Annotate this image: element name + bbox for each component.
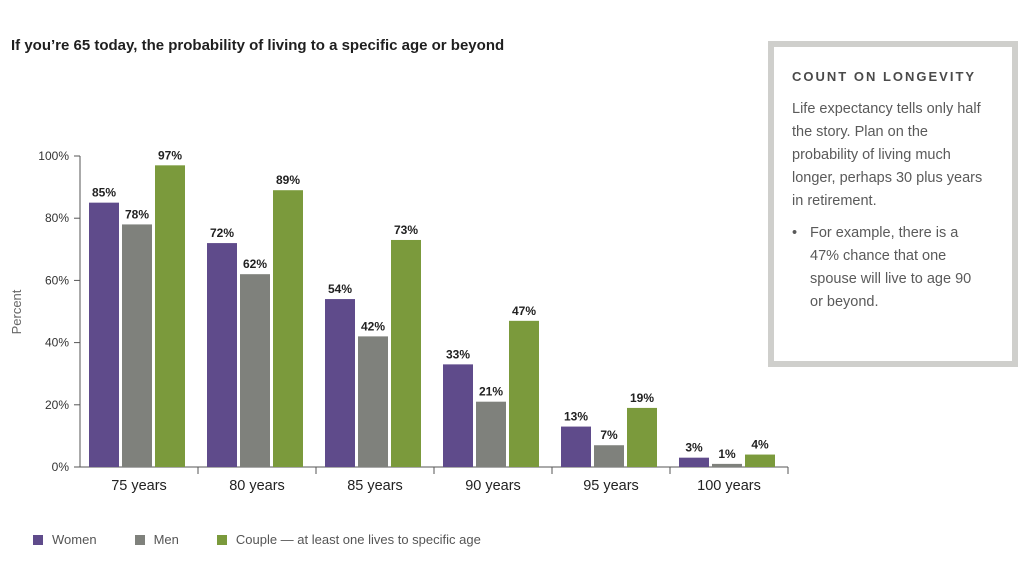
x-tick-label: 95 years — [583, 478, 639, 494]
bar — [122, 224, 152, 467]
y-axis-title: Percent — [9, 289, 24, 334]
bar — [325, 299, 355, 467]
bar — [627, 407, 657, 467]
legend-label-women: Women — [52, 532, 97, 547]
legend-item-men: Men — [134, 532, 179, 547]
bar-chart: 0% 20% 40% 60% 80% 100% Percent 85% 78% 97% 75 yea… — [9, 148, 789, 494]
data-label: 7% — [600, 428, 618, 442]
data-label: 4% — [751, 438, 769, 452]
legend-item-women: Women — [33, 532, 97, 547]
data-label: 13% — [564, 410, 588, 424]
y-tick-label: 60% — [45, 273, 69, 287]
data-label: 54% — [328, 282, 352, 296]
bar — [207, 243, 237, 467]
bar — [679, 457, 709, 467]
y-tick-label: 100% — [38, 149, 69, 163]
data-label: 47% — [512, 304, 536, 318]
data-label: 1% — [718, 447, 736, 461]
bar — [712, 463, 742, 467]
bar — [391, 239, 421, 467]
bar — [509, 320, 539, 467]
data-label: 33% — [446, 347, 470, 361]
bar — [89, 202, 119, 467]
chart-legend: Women Men Couple — at least one lives to… — [33, 532, 481, 547]
data-label: 72% — [210, 226, 234, 240]
y-tick-label: 0% — [52, 460, 70, 474]
x-tick-label: 85 years — [347, 478, 403, 494]
legend-label-men: Men — [153, 532, 179, 547]
longevity-sidebar: COUNT ON LONGEVITY Life expectancy tells… — [768, 41, 1018, 367]
legend-swatch-women — [33, 534, 43, 545]
bar — [476, 401, 506, 467]
bar — [240, 274, 270, 467]
data-label: 73% — [394, 223, 418, 237]
bar — [594, 445, 624, 467]
legend-swatch-men — [134, 534, 145, 545]
bar — [155, 165, 185, 467]
chart-title: If you’re 65 today, the probability of l… — [11, 37, 505, 54]
data-label: 78% — [125, 207, 149, 221]
bar — [273, 190, 303, 467]
legend-swatch-couple — [216, 534, 227, 545]
y-tick-label: 40% — [45, 336, 69, 350]
sidebar-heading: COUNT ON LONGEVITY — [792, 69, 977, 84]
sidebar-bullet: For example, there is a 47% chance that … — [792, 222, 980, 314]
sidebar-bullet-list: For example, there is a 47% chance that … — [792, 222, 1012, 314]
data-label: 42% — [361, 319, 385, 333]
data-label: 85% — [92, 186, 116, 200]
data-label: 19% — [630, 391, 654, 405]
x-tick-label: 100 years — [697, 478, 761, 494]
sidebar-body: Life expectancy tells only half the stor… — [792, 101, 983, 209]
y-tick-label: 20% — [45, 398, 69, 412]
x-tick-label: 90 years — [465, 478, 521, 494]
y-tick-label: 80% — [45, 211, 69, 225]
bar — [358, 336, 388, 467]
data-label: 3% — [685, 441, 703, 455]
x-tick-label: 80 years — [229, 478, 285, 494]
data-label: 62% — [243, 257, 267, 271]
x-tick-label: 75 years — [111, 478, 167, 494]
data-label: 97% — [158, 148, 182, 162]
data-label: 89% — [276, 173, 300, 187]
data-label: 21% — [479, 385, 503, 399]
bar — [443, 364, 473, 467]
bar — [561, 426, 591, 467]
legend-label-couple: Couple — at least one lives to specific … — [235, 532, 481, 547]
legend-item-couple: Couple — at least one lives to specific … — [216, 532, 481, 547]
bar — [745, 454, 775, 467]
